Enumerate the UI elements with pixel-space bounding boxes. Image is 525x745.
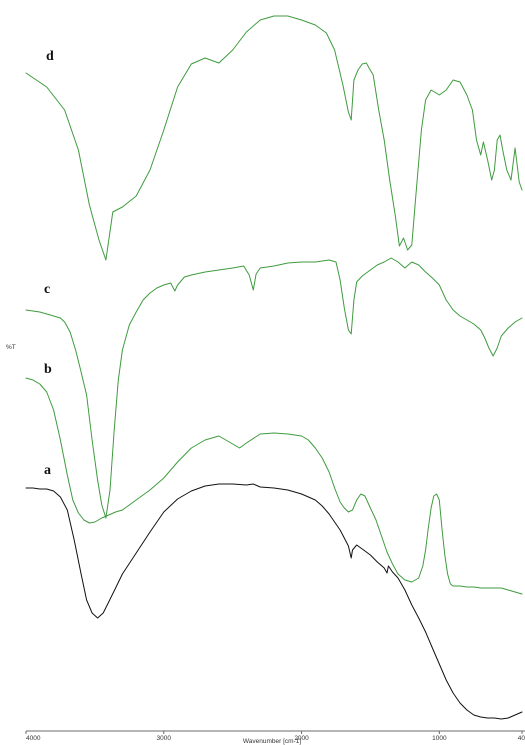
curve-labels-layer: d c b a bbox=[44, 49, 54, 478]
curve-label-b: b bbox=[44, 362, 52, 377]
y-axis-title: %T bbox=[6, 344, 16, 351]
x-tick-label-400: 40 bbox=[518, 735, 525, 742]
curve-label-a: a bbox=[44, 463, 51, 478]
x-tick-label-1000: 1000 bbox=[432, 735, 447, 742]
x-axis-title: Wavenumber [cm-1] bbox=[243, 738, 301, 745]
x-ticks-layer: 4000 3000 2000 1000 40 bbox=[25, 731, 525, 742]
series-line-b bbox=[25, 377, 523, 595]
series-layer bbox=[25, 15, 523, 720]
series-line-d bbox=[25, 15, 523, 261]
x-tick-label-2000: 2000 bbox=[294, 735, 309, 742]
curve-label-d: d bbox=[46, 49, 54, 64]
curve-label-c: c bbox=[44, 282, 50, 297]
x-tick-label-3000: 3000 bbox=[157, 735, 172, 742]
series-line-a bbox=[25, 483, 523, 720]
series-line-c bbox=[25, 257, 523, 519]
x-tick-label-4000: 4000 bbox=[26, 735, 41, 742]
